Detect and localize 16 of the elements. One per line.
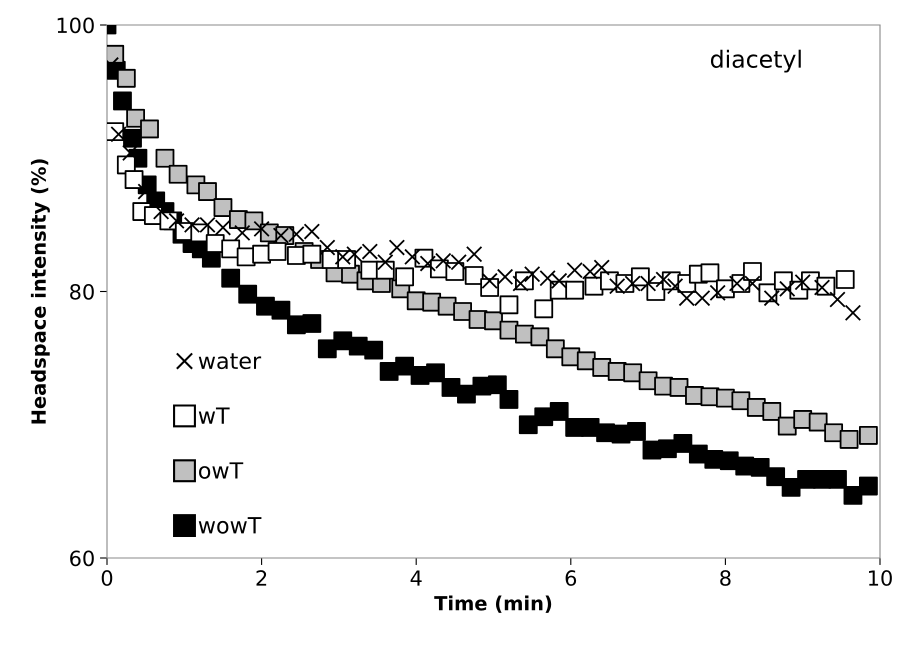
annotation: diacetyl [710, 50, 801, 73]
y-axis-title: Headspace intensity (%) [30, 159, 50, 424]
legend-label: wT [198, 407, 230, 424]
x-tick-label: 2 [256, 570, 266, 586]
x-tick-label: 6 [566, 570, 576, 586]
legend-label: owT [199, 462, 244, 479]
y-tick-label: 100 [58, 17, 94, 34]
x-tick-label: 0 [102, 570, 112, 586]
x-tick-label: 8 [720, 570, 731, 586]
legend-label: water [198, 353, 262, 370]
x-tick-label: 10 [869, 570, 892, 586]
x-axis-title: Time (min) [434, 596, 552, 613]
y-tick-label: 60 [70, 550, 94, 566]
legend-label: wowT [198, 517, 262, 534]
y-tick-label: 80 [70, 284, 94, 300]
x-tick-label: 4 [410, 570, 422, 586]
